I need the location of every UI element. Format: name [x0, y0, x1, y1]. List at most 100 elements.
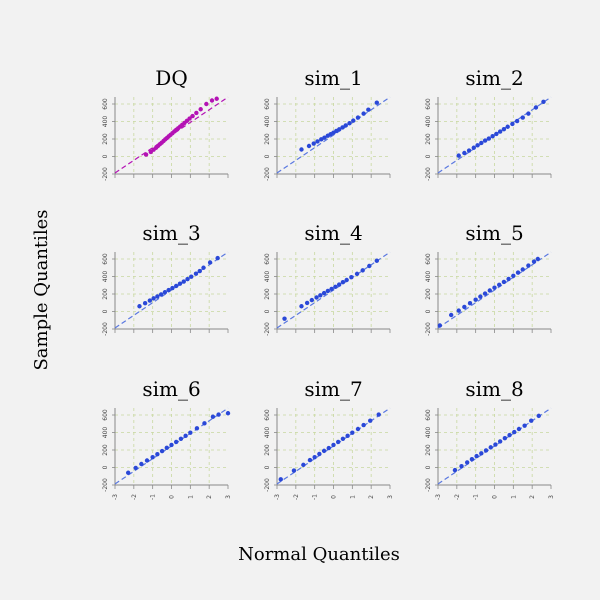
y-tick-label: 0 [102, 309, 109, 313]
y-tick-label: 600 [102, 253, 109, 265]
data-point [307, 457, 313, 463]
data-point [336, 282, 342, 287]
data-point [207, 260, 213, 265]
reference-line [437, 96, 552, 174]
data-point [144, 458, 150, 463]
data-point [367, 263, 372, 269]
data-point [355, 426, 361, 432]
data-point [315, 139, 320, 144]
data-point [164, 445, 169, 451]
data-point [187, 116, 192, 121]
data-point [178, 436, 184, 441]
y-tick-label: 400 [102, 116, 109, 128]
panel-dq: DQ -200 0 200 400 600 [102, 66, 229, 181]
x-tick-label: 2 [368, 495, 375, 499]
data-point [336, 439, 341, 445]
y-tick-label: 0 [264, 154, 271, 158]
data-point [487, 288, 492, 293]
data-point [333, 284, 338, 290]
data-point [486, 136, 492, 141]
data-point [170, 285, 175, 291]
x-tick-label: 3 [225, 495, 232, 499]
data-point [482, 291, 488, 296]
panel-sim_6: sim_6 -200 0 200 400 600 -3 -2 -1 0 1 2 3 [102, 377, 232, 500]
data-point [492, 285, 497, 290]
y-tick-label: -200 [102, 167, 109, 181]
data-point [215, 255, 220, 261]
data-point [361, 111, 366, 116]
data-point [374, 100, 380, 105]
y-tick-label: -200 [425, 322, 432, 336]
x-tick-label: 1 [510, 495, 517, 499]
y-tick-label: 400 [425, 116, 432, 128]
x-tick-label: -1 [473, 494, 480, 500]
y-tick-label: 400 [264, 427, 271, 439]
data-point [507, 432, 512, 438]
data-point [526, 111, 531, 116]
data-point [340, 279, 346, 285]
reference-line [437, 251, 552, 329]
panel-title: sim_6 [142, 377, 200, 401]
data-point [194, 426, 200, 431]
data-point [464, 460, 470, 465]
data-point [501, 279, 507, 285]
data-point [158, 292, 164, 297]
data-point [479, 451, 484, 456]
data-point [202, 421, 207, 426]
data-point [466, 148, 472, 153]
data-point [535, 256, 541, 262]
data-point [354, 271, 360, 277]
data-point [318, 293, 323, 298]
data-point [482, 138, 488, 143]
data-point [177, 281, 183, 286]
x-tick-label: 0 [492, 495, 499, 499]
data-point [512, 429, 517, 435]
data-point [361, 422, 366, 428]
data-point [490, 134, 495, 139]
panel-sim_1: sim_1 -200 0 200 400 600 [264, 66, 391, 181]
x-tick-label: 2 [529, 495, 536, 499]
data-point [214, 96, 219, 101]
data-point [497, 129, 503, 134]
data-point [351, 118, 356, 123]
y-tick-label: -200 [102, 478, 109, 492]
x-tick-label: 2 [206, 495, 213, 499]
data-point [349, 275, 354, 280]
y-tick-label: -200 [425, 167, 432, 181]
data-point [321, 290, 327, 296]
panel-title: sim_5 [465, 221, 523, 245]
data-point [368, 418, 373, 423]
data-point [345, 433, 350, 439]
x-tick-label: -2 [454, 494, 461, 500]
reference-line [276, 96, 391, 174]
y-tick-label: 0 [425, 465, 432, 469]
reference-line [276, 251, 391, 329]
data-point [515, 270, 521, 275]
data-point [501, 127, 507, 132]
data-point [483, 448, 489, 453]
x-tick-label: -1 [312, 494, 319, 500]
panel-sim_7: sim_7 -200 0 200 400 600 -3 -2 -1 0 1 2 3 [264, 377, 394, 500]
data-point [329, 286, 334, 292]
data-point [506, 276, 511, 282]
data-point [139, 461, 144, 467]
data-point [340, 125, 345, 130]
y-tick-label: 600 [264, 409, 271, 421]
data-point [162, 290, 168, 295]
panel-title: sim_8 [465, 377, 523, 401]
y-tick-label: 200 [102, 288, 109, 300]
data-point [350, 430, 355, 435]
data-point [321, 448, 327, 454]
data-point [311, 141, 316, 146]
y-tick-label: 600 [425, 409, 432, 421]
data-point [133, 465, 138, 471]
y-tick-label: -200 [102, 322, 109, 336]
data-point [502, 435, 508, 441]
data-point [204, 101, 209, 107]
data-point [299, 147, 304, 152]
data-point [536, 413, 541, 419]
panel-sim_3: sim_3 -200 0 200 400 600 [102, 221, 229, 336]
x-tick-label: -3 [435, 494, 442, 500]
data-point [322, 135, 327, 140]
